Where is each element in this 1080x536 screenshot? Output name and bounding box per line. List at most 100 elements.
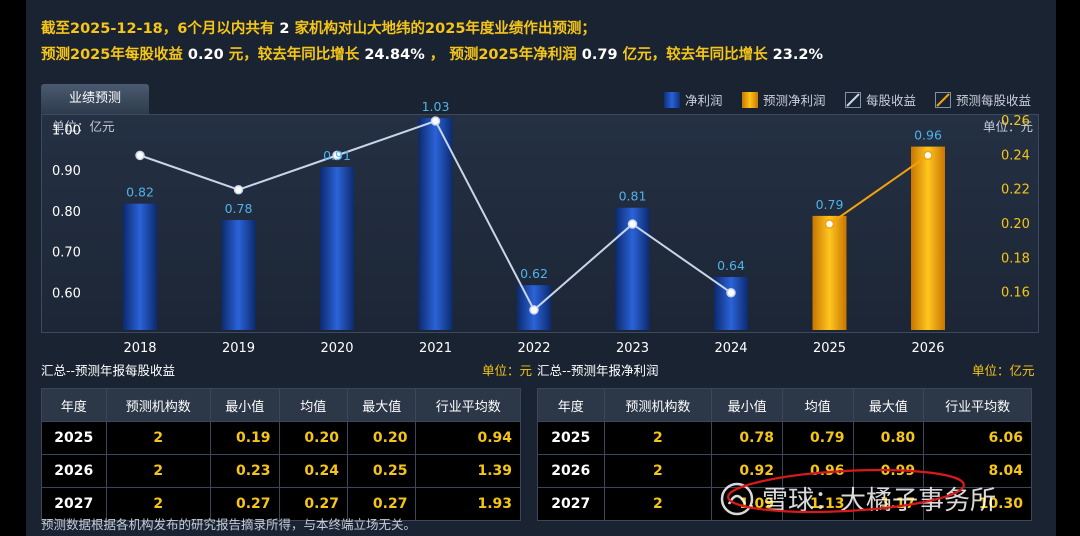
- profit-table-cell: 0.80: [852, 421, 925, 455]
- forecast-profit-swatch-icon: [742, 91, 758, 108]
- bar-data-label: 0.62: [520, 266, 548, 281]
- profit-table-cell: 8.04: [923, 454, 1032, 488]
- eps-table-header-cell: 最小值: [210, 388, 280, 422]
- eps-table-cell: 0.25: [346, 454, 417, 488]
- eps-table-cell: 0.27: [346, 487, 417, 521]
- profit-table-cell: 2: [603, 454, 713, 488]
- right-axis-tick: 0.26: [1001, 114, 1030, 129]
- left-axis-tick: 1.00: [52, 123, 81, 138]
- right-axis-tick: 0.18: [1001, 251, 1030, 266]
- profit-table-title: 汇总--预测年报净利润: [537, 363, 659, 378]
- profit-table-header-cell: 预测机构数: [603, 388, 713, 422]
- profit-table-cell: 2026: [537, 454, 605, 488]
- eps-table-cell: 0.27: [278, 487, 348, 521]
- forecast-summary: 截至2025-12-18，6个月以内共有 2 家机构对山大地纬的2025年度业绩…: [41, 16, 1041, 68]
- bar-data-label: 0.91: [323, 148, 351, 163]
- legend-eps[interactable]: 每股收益: [845, 90, 916, 109]
- summary-text: 亿元，较去年同比增长: [622, 47, 768, 63]
- summary-text: 截至2025-12-18，6个月以内共有: [41, 21, 275, 37]
- profit-table-cell: 0.78: [711, 421, 783, 455]
- bar-data-label: 0.96: [914, 128, 942, 143]
- forecast-eps-point: [923, 150, 933, 161]
- right-axis-tick: 0.22: [1001, 183, 1030, 198]
- forecast-eps-line: [828, 154, 929, 225]
- eps-table-header-cell: 最大值: [346, 388, 417, 422]
- bar-data-label: 0.79: [816, 197, 844, 212]
- bar-data-label: 0.64: [717, 258, 745, 273]
- eps-point: [332, 150, 342, 161]
- eps-table-cell: 0.23: [210, 454, 280, 488]
- bar-data-label: 0.81: [619, 189, 647, 204]
- eps-table-cell: 0.20: [278, 421, 348, 455]
- eps-table-header-cell: 行业平均数: [415, 388, 521, 422]
- summary-text: 预测2025年每股收益: [41, 47, 183, 63]
- left-axis-unit: 单位：亿元: [52, 119, 115, 134]
- summary-text: 家机构对山大地纬的2025年度业绩作出预测；: [294, 21, 596, 37]
- red-circle-annotation: [727, 468, 965, 514]
- eps-table-cell: 0.24: [278, 454, 348, 488]
- right-axis-unit: 单位：元: [983, 119, 1033, 134]
- profit-table-cell: 2: [603, 487, 713, 521]
- disclaimer-note: 预测数据根据各机构发布的研究报告摘录所得，与本终端立场无关。: [41, 517, 417, 532]
- eps-table-cell: 2: [105, 487, 212, 521]
- eps-point: [726, 287, 736, 298]
- net-profit-bar: [418, 118, 453, 330]
- table-row: 2025 2 0.19 0.20 0.20 0.94: [41, 421, 521, 455]
- profit-table-cell: 1.13: [781, 487, 854, 521]
- eps-forecast-table: 年度 预测机构数 最小值 均值 最大值 行业平均数 2025 2 0.19 0.20 0.20 0.9…: [41, 388, 521, 521]
- x-axis-tick: 2025: [813, 341, 846, 356]
- x-axis-tick: 2023: [616, 341, 649, 356]
- eps-point: [627, 219, 638, 229]
- eps-table-cell: 2027: [41, 487, 107, 521]
- eps-point: [233, 184, 244, 195]
- bar-data-label: 0.82: [126, 185, 154, 200]
- profit-table-cell: 1.17: [852, 487, 925, 521]
- bar-data-label: 0.78: [225, 201, 253, 216]
- eps-line-swatch-icon: [845, 91, 861, 108]
- institution-count: 2: [279, 21, 290, 37]
- eps-table-title: 汇总--预测年报每股收益: [41, 363, 176, 378]
- table-row: 2026 2 0.92 0.96 0.99 8.04: [537, 454, 1032, 488]
- forecast-profit-value: 0.79: [581, 47, 618, 63]
- x-axis-tick: 2026: [911, 341, 944, 356]
- forecast-eps-point: [824, 219, 835, 229]
- profit-table-unit: 单位：亿元: [972, 363, 1035, 378]
- eps-table-header-cell: 均值: [278, 388, 348, 422]
- net-profit-swatch-icon: [664, 91, 680, 108]
- table-row: 2025 2 0.78 0.79 0.80 6.06: [537, 421, 1032, 455]
- tab-performance-forecast[interactable]: 业绩预测: [41, 84, 149, 114]
- legend-net-profit[interactable]: 净利润: [664, 90, 723, 109]
- summary-text: 元，较去年同比增长: [228, 47, 360, 63]
- left-axis-tick: 0.90: [52, 164, 81, 179]
- x-axis-tick: 2018: [123, 341, 156, 356]
- profit-table-cell: 6.06: [923, 421, 1032, 455]
- right-axis-tick: 0.20: [1001, 217, 1030, 232]
- profit-table-header-cell: 行业平均数: [923, 388, 1032, 422]
- right-axis-tick: 0.24: [1001, 148, 1030, 163]
- profit-table-cell: 0.79: [781, 421, 854, 455]
- summary-text: ， 预测2025年净利润: [429, 47, 577, 63]
- left-axis-tick: 0.70: [52, 246, 81, 261]
- x-axis-tick: 2024: [714, 341, 747, 356]
- eps-table-cell: 2025: [41, 421, 107, 455]
- legend-forecast-profit[interactable]: 预测净利润: [742, 90, 826, 109]
- forecast-profit-bar: [812, 215, 847, 330]
- eps-growth-value: 24.84%: [364, 47, 425, 63]
- forecast-eps-value: 0.20: [187, 47, 224, 63]
- table-row: 2027 2 0.27 0.27 0.27 1.93: [41, 487, 521, 521]
- left-axis-tick: 0.60: [52, 286, 81, 301]
- eps-table-unit: 单位：元: [482, 363, 533, 378]
- profit-table-cell: 10.30: [923, 487, 1032, 521]
- net-profit-bar: [320, 166, 354, 330]
- eps-table-cell: 0.94: [415, 421, 521, 455]
- profit-table-header-cell: 最大值: [852, 388, 925, 422]
- net-profit-bar: [123, 203, 157, 330]
- legend-forecast-eps[interactable]: 预测每股收益: [935, 90, 1031, 109]
- eps-point: [430, 116, 441, 126]
- bar-data-label: 1.03: [422, 99, 450, 114]
- profit-table-cell: 2027: [537, 487, 605, 521]
- x-axis-tick: 2019: [222, 341, 255, 356]
- left-axis-tick: 0.80: [52, 205, 81, 220]
